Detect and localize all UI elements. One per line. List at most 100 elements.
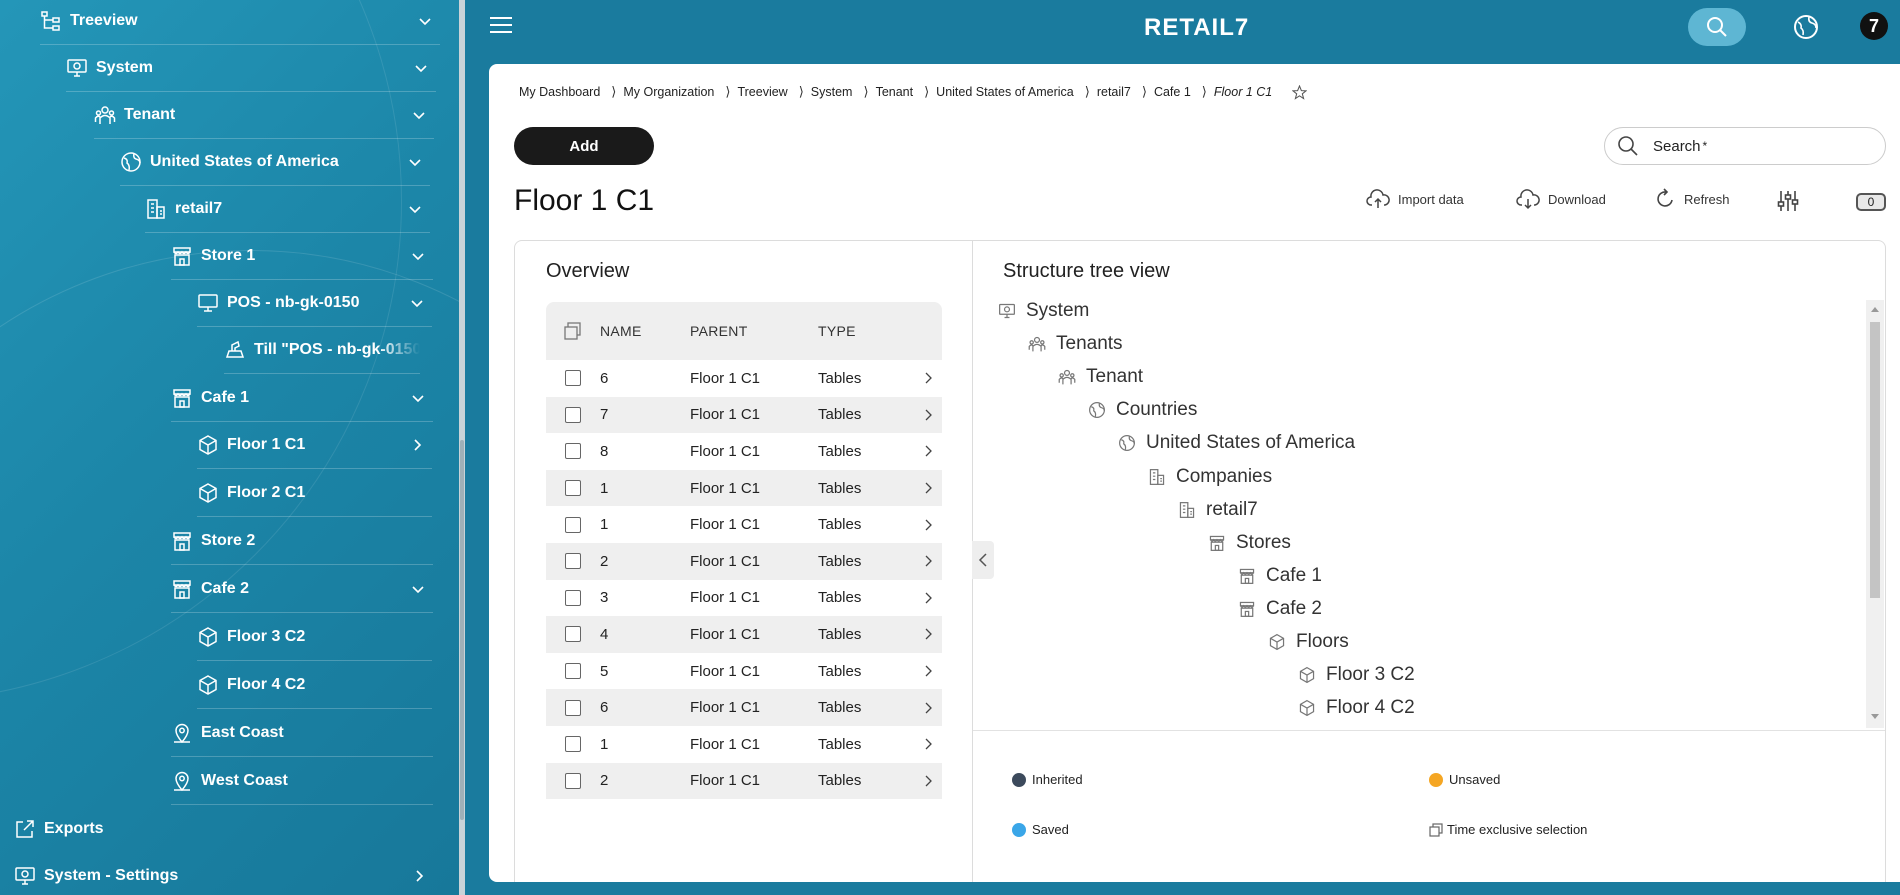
tree-node[interactable]: retail7 (1178, 499, 1258, 521)
filter-settings-icon[interactable] (1776, 189, 1800, 213)
sidebar-item-cafe-1[interactable]: Cafe 1 (171, 375, 433, 422)
chevron-down-icon[interactable] (411, 582, 425, 596)
table-row[interactable]: 1 Floor 1 C1 Tables (546, 726, 942, 763)
table-row[interactable]: 6 Floor 1 C1 Tables (546, 360, 942, 397)
chevron-right-icon[interactable] (914, 445, 942, 457)
tree-scrollbar-thumb[interactable] (1870, 322, 1880, 598)
row-checkbox[interactable] (546, 663, 600, 680)
sidebar-item-floor-1-c1[interactable]: Floor 1 C1 (197, 422, 432, 469)
row-checkbox[interactable] (546, 772, 600, 789)
row-checkbox[interactable] (546, 370, 600, 387)
sidebar-item-till-pos-nb-gk-0150[interactable]: Till "POS - nb-gk-0150" (224, 327, 420, 374)
column-header-type[interactable]: TYPE (818, 323, 856, 339)
table-row[interactable]: 6 Floor 1 C1 Tables (546, 689, 942, 726)
chevron-down-icon[interactable] (414, 61, 428, 75)
chevron-right-icon[interactable] (914, 409, 942, 421)
sidebar-scrollbar-thumb[interactable] (460, 440, 464, 820)
breadcrumb-link[interactable]: United States of America (936, 85, 1074, 99)
row-checkbox[interactable] (546, 589, 600, 606)
breadcrumb-link[interactable]: My Organization (623, 85, 715, 99)
refresh-button[interactable]: Refresh (1654, 188, 1730, 210)
table-row[interactable]: 5 Floor 1 C1 Tables (546, 653, 942, 690)
add-button[interactable]: Add (514, 127, 654, 165)
breadcrumb-link[interactable]: Treeview (737, 85, 788, 99)
table-row[interactable]: 3 Floor 1 C1 Tables (546, 580, 942, 617)
table-row[interactable]: 4 Floor 1 C1 Tables (546, 616, 942, 653)
chevron-right-icon[interactable] (914, 482, 942, 494)
breadcrumb-link[interactable]: retail7 (1096, 85, 1131, 99)
table-row[interactable]: 1 Floor 1 C1 Tables (546, 469, 942, 507)
sidebar-item-retail7[interactable]: retail7 (145, 186, 430, 233)
tree-node[interactable]: Tenants (1028, 333, 1123, 355)
collapse-panel-button[interactable] (972, 541, 994, 579)
tree-node[interactable]: Floors (1268, 631, 1349, 653)
chevron-right-icon[interactable] (914, 665, 942, 677)
chevron-right-icon[interactable] (914, 775, 942, 787)
sidebar-item-system[interactable]: System (66, 45, 436, 92)
search-input[interactable]: Search * (1604, 127, 1886, 165)
tree-node[interactable]: United States of America (1118, 432, 1355, 454)
breadcrumb-link[interactable]: My Dashboard (519, 85, 601, 99)
user-avatar[interactable]: 7 (1860, 12, 1888, 40)
sidebar-item-floor-2-c1[interactable]: Floor 2 C1 (197, 470, 432, 517)
sidebar-item-east-coast[interactable]: East Coast (171, 710, 433, 757)
tree-scrollbar[interactable] (1866, 300, 1884, 728)
sidebar-item-floor-3-c2[interactable]: Floor 3 C2 (197, 614, 432, 661)
scroll-down-icon[interactable] (1871, 714, 1879, 720)
tree-node[interactable]: Floor 3 C2 (1298, 664, 1415, 686)
sidebar-item-west-coast[interactable]: West Coast (171, 758, 433, 805)
chevron-right-icon[interactable] (914, 372, 942, 384)
language-globe-icon[interactable] (1792, 13, 1820, 41)
breadcrumb-link[interactable]: System (810, 85, 853, 99)
tree-node[interactable]: Tenant (1058, 366, 1143, 388)
table-row[interactable]: 1 Floor 1 C1 Tables (546, 506, 942, 543)
chevron-down-icon[interactable] (408, 202, 422, 216)
chevron-down-icon[interactable] (408, 155, 422, 169)
row-checkbox[interactable] (546, 443, 600, 460)
row-checkbox[interactable] (546, 699, 600, 716)
breadcrumb-link[interactable]: Cafe 1 (1153, 85, 1191, 99)
chevron-right-icon[interactable] (914, 519, 942, 531)
tree-node[interactable]: Cafe 2 (1238, 598, 1322, 620)
row-checkbox[interactable] (546, 553, 600, 570)
chevron-right-icon[interactable] (410, 438, 424, 452)
sidebar-item-exports[interactable]: Exports (14, 805, 434, 852)
chevron-right-icon[interactable] (914, 628, 942, 640)
table-row[interactable]: 2 Floor 1 C1 Tables (546, 762, 942, 800)
chevron-right-icon[interactable] (914, 555, 942, 567)
tree-node[interactable]: Stores (1208, 532, 1291, 554)
global-search-button[interactable] (1688, 8, 1746, 46)
sidebar-item-floor-4-c2[interactable]: Floor 4 C2 (197, 662, 432, 709)
chevron-down-icon[interactable] (418, 14, 432, 28)
table-row[interactable]: 8 Floor 1 C1 Tables (546, 433, 942, 470)
row-checkbox[interactable] (546, 516, 600, 533)
column-header-name[interactable]: NAME (600, 323, 642, 339)
sidebar-item-system-settings[interactable]: System - Settings (14, 852, 434, 895)
tree-node[interactable]: Cafe 1 (1238, 565, 1322, 587)
chevron-down-icon[interactable] (410, 296, 424, 310)
chevron-down-icon[interactable] (411, 249, 425, 263)
select-all-icon[interactable] (546, 322, 600, 340)
sidebar-item-tenant[interactable]: Tenant (94, 92, 434, 139)
breadcrumb-link[interactable]: Tenant (875, 85, 914, 99)
chevron-down-icon[interactable] (411, 391, 425, 405)
favorite-star-icon[interactable] (1282, 84, 1308, 100)
download-button[interactable]: Download (1516, 188, 1606, 210)
sidebar-item-pos-nb-gk-0150[interactable]: POS - nb-gk-0150 (197, 280, 432, 327)
table-row[interactable]: 7 Floor 1 C1 Tables (546, 396, 942, 434)
row-checkbox[interactable] (546, 480, 600, 497)
menu-icon[interactable] (490, 16, 512, 34)
chevron-down-icon[interactable] (412, 108, 426, 122)
sidebar-item-store-1[interactable]: Store 1 (171, 233, 433, 280)
chevron-right-icon[interactable] (914, 702, 942, 714)
tree-node[interactable]: System (998, 300, 1089, 322)
tree-node[interactable]: Floor 4 C2 (1298, 697, 1415, 719)
chevron-right-icon[interactable] (914, 738, 942, 750)
sidebar-item-treeview[interactable]: Treeview (40, 0, 440, 45)
sidebar-item-store-2[interactable]: Store 2 (171, 518, 433, 565)
sidebar-item-cafe-2[interactable]: Cafe 2 (171, 566, 433, 613)
row-checkbox[interactable] (546, 626, 600, 643)
import-data-button[interactable]: Import data (1366, 188, 1464, 210)
tree-node[interactable]: Countries (1088, 399, 1197, 421)
table-row[interactable]: 2 Floor 1 C1 Tables (546, 542, 942, 580)
